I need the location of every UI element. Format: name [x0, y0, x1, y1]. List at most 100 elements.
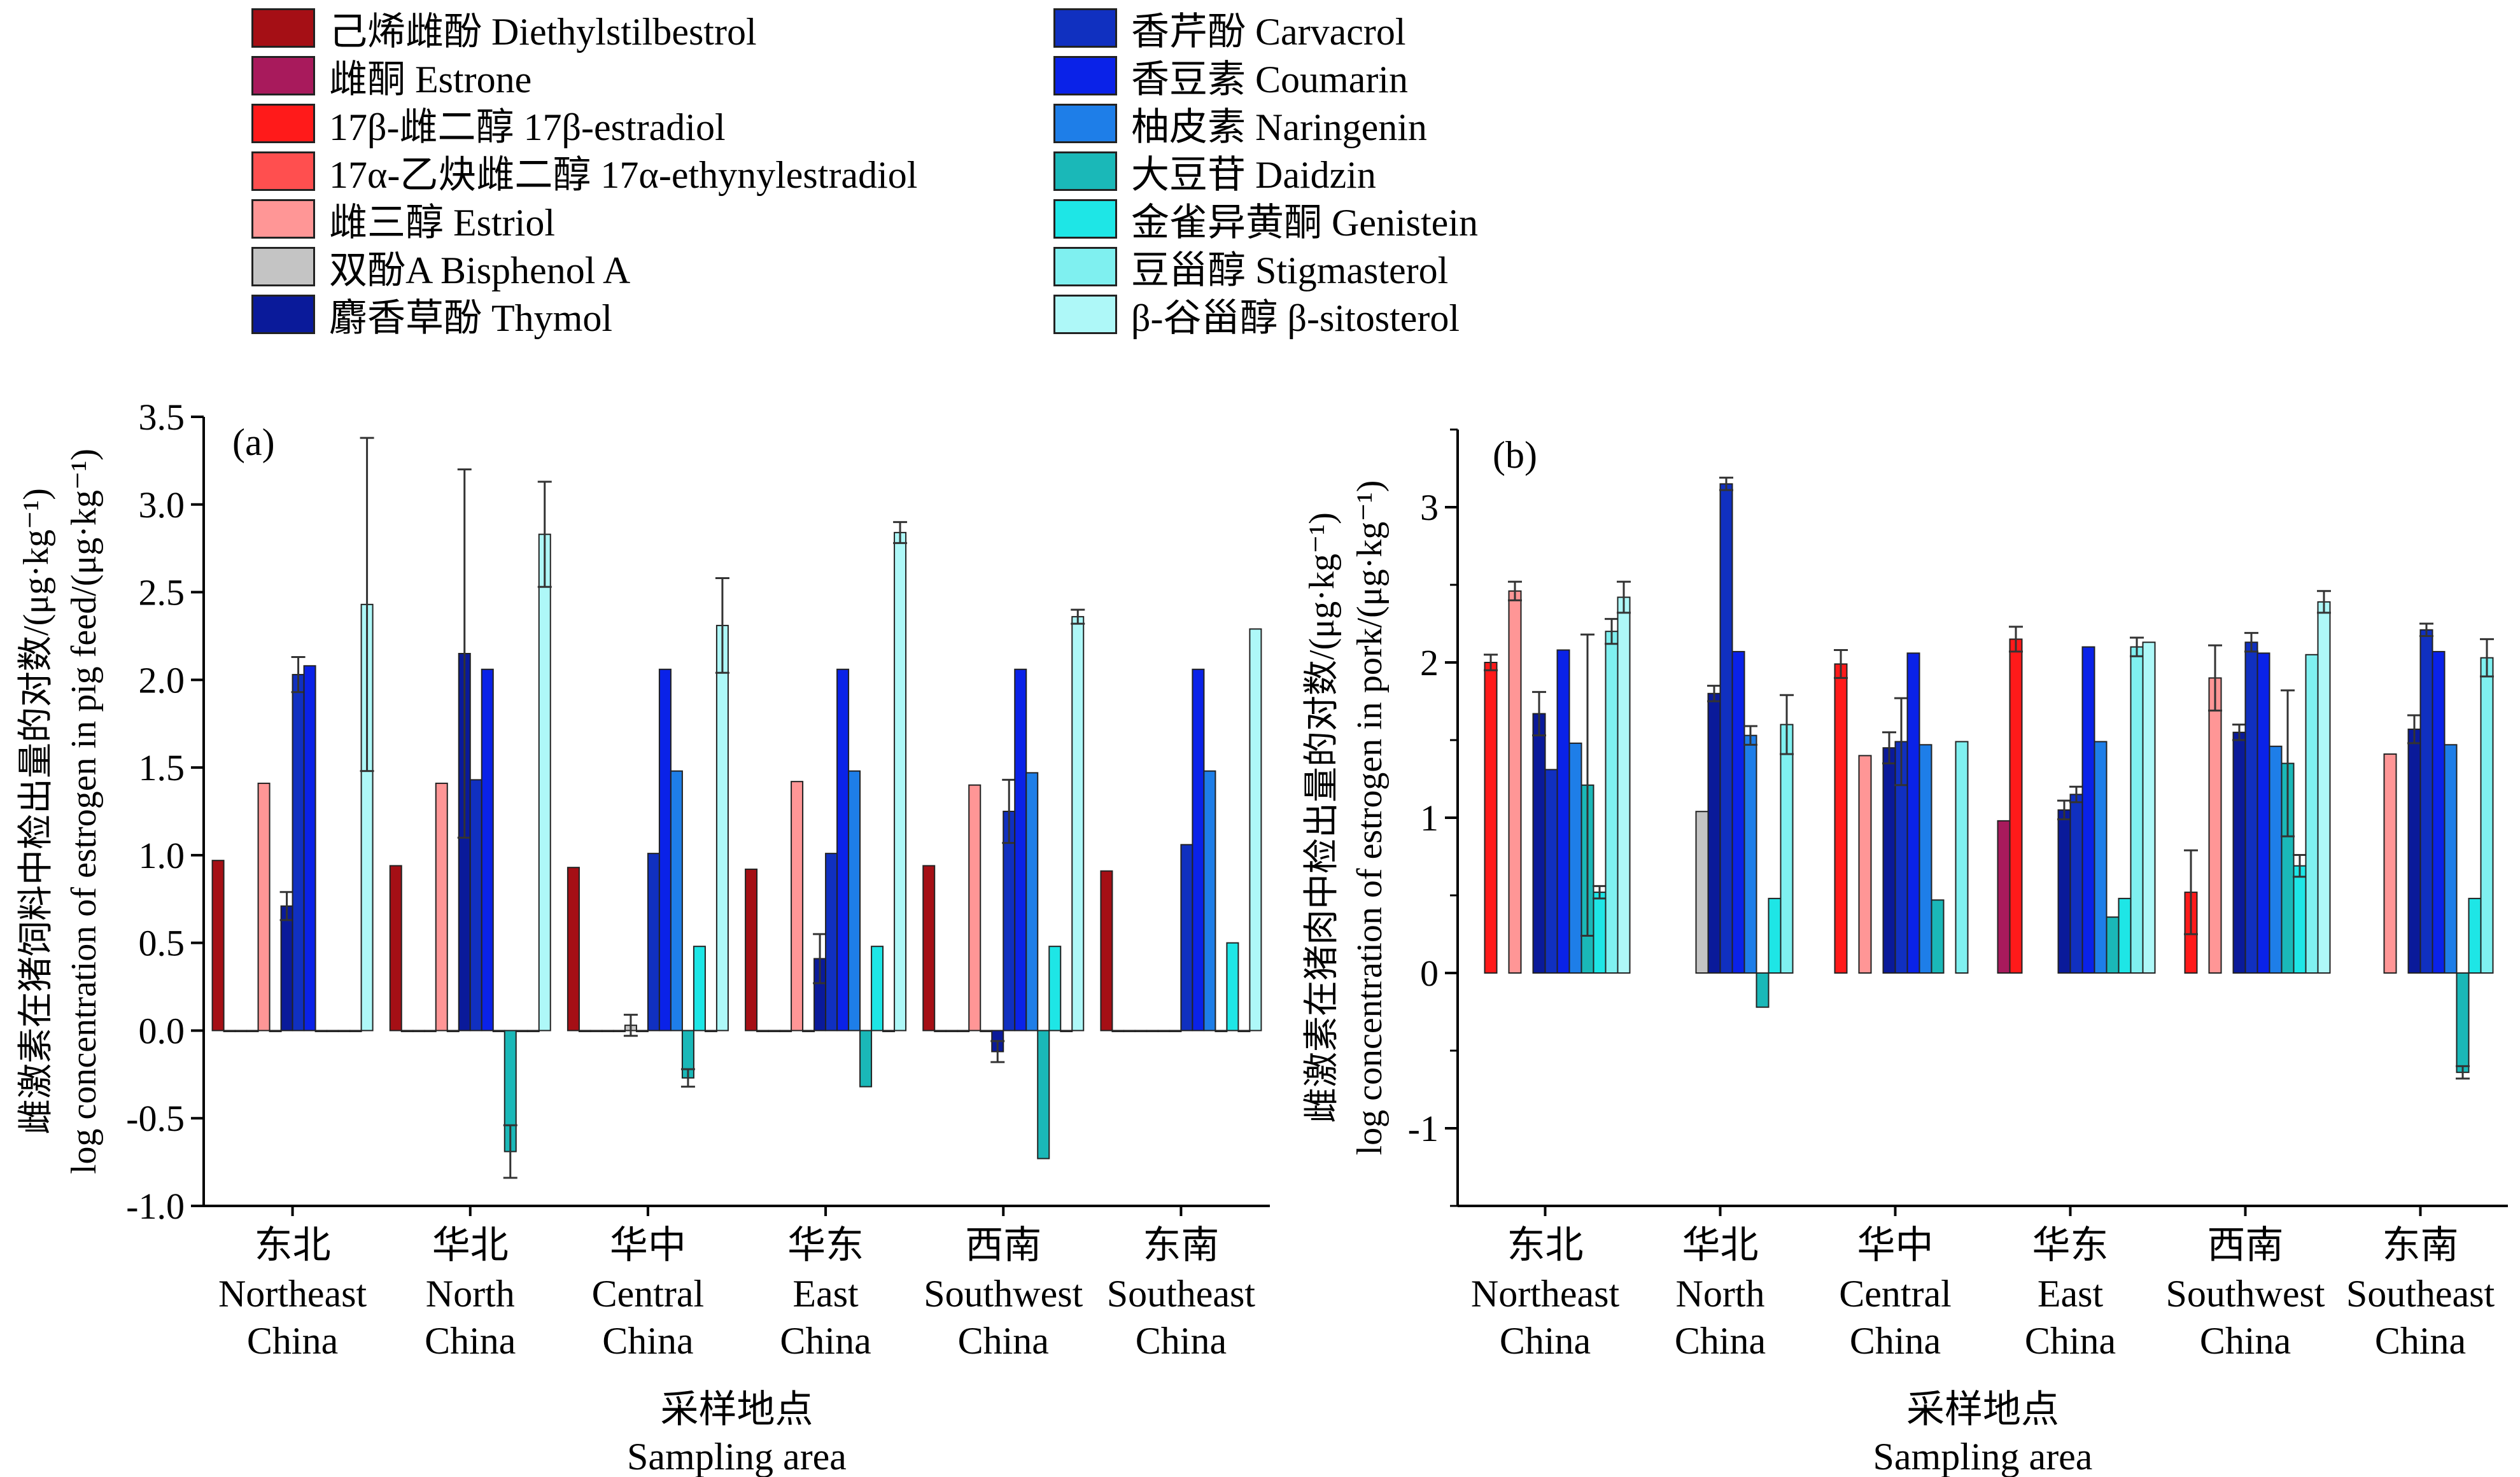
legend-item: 双酚A Bisphenol A [251, 246, 630, 291]
x-tick-label-en: East [792, 1273, 859, 1315]
bar [337, 1030, 351, 1032]
bar [1731, 650, 1745, 974]
bar [1593, 892, 1607, 974]
y-axis-title-en: log concentration of estrogen in pig fee… [64, 449, 104, 1174]
bar [715, 624, 729, 1032]
y-tick-label: 2.5 [139, 572, 185, 613]
bar [412, 1030, 425, 1032]
bar [257, 782, 271, 1032]
bar [1111, 1030, 1125, 1032]
bar [2432, 650, 2446, 974]
bar [1695, 811, 1709, 974]
legend-label: 己烯雌酚 Diethylstilbestrol [329, 10, 757, 53]
legend-label: 双酚A Bisphenol A [329, 249, 631, 291]
x-tick-label-en: China [247, 1320, 338, 1362]
bar [1100, 870, 1113, 1032]
bar [481, 668, 494, 1032]
x-axis-title-cn: 采样地点 [661, 1389, 813, 1431]
bar [968, 784, 982, 1032]
bar [1707, 692, 1721, 974]
bar [945, 1030, 959, 1032]
bar [2317, 601, 2331, 974]
bar [1858, 755, 1872, 974]
legend-label: 柚皮素 Naringenin [1131, 106, 1427, 148]
bar [1780, 724, 1794, 974]
bar [2130, 646, 2144, 974]
bar [882, 1030, 896, 1032]
bar [2094, 741, 2108, 974]
bar [1123, 1030, 1136, 1032]
bar [2244, 641, 2258, 974]
chart-panel-b: -1 0 1 2 3 (b) 雌激素在猪肉中检出量的对数/(μg·kg⁻¹) log conc… [1302, 428, 2508, 1477]
bar [1931, 899, 1945, 974]
bar [2305, 654, 2319, 974]
x-tick-label-en: China [2025, 1320, 2116, 1362]
bar [2293, 865, 2307, 974]
bar [859, 1030, 873, 1088]
x-tick-label-en: North [1676, 1273, 1765, 1315]
x-tick-label-cn: 东南 [1143, 1224, 1219, 1266]
y-tick-label: -0.5 [126, 1098, 185, 1139]
x-tick-label-cn: 东北 [255, 1224, 331, 1266]
bar [515, 1030, 528, 1032]
y-axis-title-cn: 雌激素在猪肉中检出量的对数/(μg·kg⁻¹) [1302, 512, 1342, 1123]
bar [802, 1030, 815, 1032]
y-tick-label: 3 [1420, 487, 1439, 528]
x-axis-title-en: Sampling area [627, 1436, 847, 1477]
legend-swatch [251, 247, 315, 286]
bar [2106, 916, 2120, 974]
legend-label: 香豆素 Coumarin [1131, 58, 1408, 101]
bar [1192, 668, 1205, 1032]
bar [1532, 713, 1546, 974]
bar [779, 1030, 792, 1032]
bar [1226, 942, 1239, 1032]
legend-label: 17β-雌二醇 17β-estradiol [329, 106, 726, 148]
bar [326, 1030, 339, 1032]
legend-item: 大豆苷 Daidzin [1053, 150, 1376, 196]
panel-label: (a) [232, 421, 275, 463]
bar [538, 533, 551, 1032]
bar [745, 868, 758, 1032]
bar [871, 946, 884, 1032]
legend-item: 麝香草酚 Thymol [251, 293, 612, 339]
bar [693, 946, 706, 1032]
y-axis-title-cn: 雌激素在猪饲料中检出量的对数/(μg·kg⁻¹) [17, 488, 56, 1135]
bar [389, 865, 402, 1032]
x-tick-label-cn: 华中 [1857, 1224, 1934, 1266]
bar [1743, 734, 1757, 974]
x-tick-label-en: China [425, 1320, 516, 1362]
bar [2009, 638, 2023, 974]
bar [589, 1030, 603, 1032]
y-tick-label: 3.5 [139, 396, 185, 438]
bar [1834, 663, 1848, 974]
bar [400, 1030, 414, 1032]
bar [423, 1030, 437, 1032]
bar [922, 865, 936, 1032]
chart-panel-a: -1.0 -0.5 0.0 0.5 1.0 1.5 2.0 2.5 3.0 3.5 (a) 雌激素在猪… [17, 396, 1270, 1477]
legend-item: 己烯雌酚 Diethylstilbestrol [251, 7, 757, 53]
bar [1508, 590, 1522, 974]
x-tick-label-en: China [2200, 1320, 2291, 1362]
legend-item: 17β-雌二醇 17β-estradiol [251, 102, 726, 148]
bar [1544, 769, 1558, 974]
x-tick-label-cn: 东北 [1507, 1224, 1584, 1266]
bar [1768, 897, 1782, 974]
legend-label: 17α-乙炔雌二醇 17α-ethynylestradiol [329, 153, 918, 196]
bar [894, 531, 907, 1032]
bar [349, 1030, 362, 1032]
y-tick-label: 3.0 [139, 484, 185, 526]
y-tick-label: 1.0 [139, 835, 185, 876]
legend-swatch [251, 199, 315, 239]
bar [2444, 744, 2458, 974]
x-axis-title-en: Sampling area [1873, 1436, 2093, 1477]
bar [1203, 770, 1216, 1032]
bar [756, 1030, 770, 1032]
legend-label: β-谷甾醇 β-sitosterol [1131, 297, 1460, 339]
y-axis-title-en: log concentration of estrogen in pork/(μ… [1350, 480, 1390, 1156]
bar [1756, 972, 1770, 1008]
legend-item: 雌三醇 Estriol [251, 198, 555, 244]
bar [1997, 820, 2011, 974]
x-tick-label-en: China [780, 1320, 871, 1362]
legend-label: 豆甾醇 Stigmasterol [1131, 249, 1449, 291]
bar [2480, 657, 2494, 974]
